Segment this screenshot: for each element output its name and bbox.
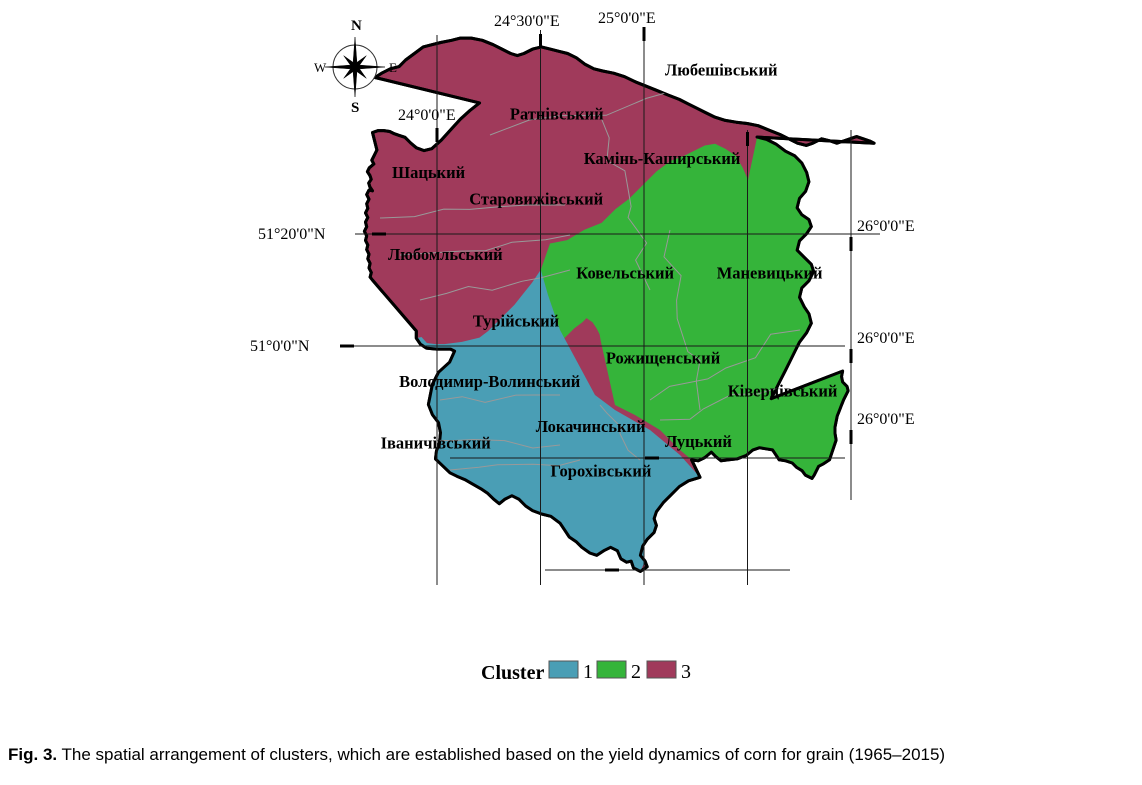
svg-text:26°0'0"E: 26°0'0"E [857,218,915,235]
svg-text:24°30'0"E: 24°30'0"E [494,13,560,30]
svg-text:Любомльський: Любомльський [388,245,503,264]
svg-text:Локачинський: Локачинський [536,417,646,436]
svg-text:Горохівський: Горохівський [551,461,652,480]
svg-text:3: 3 [681,661,691,683]
svg-text:24°0'0"E: 24°0'0"E [398,107,456,124]
svg-text:Ковельський: Ковельський [576,264,674,283]
svg-text:Володимир-Волинський: Володимир-Волинський [399,372,581,391]
svg-text:N: N [351,18,362,34]
svg-text:2: 2 [631,661,641,683]
svg-text:Луцький: Луцький [665,432,732,451]
svg-text:26°0'0"E: 26°0'0"E [857,330,915,347]
svg-text:Старовижівський: Старовижівський [469,190,603,209]
svg-text:W: W [314,60,327,75]
svg-text:Маневицький: Маневицький [717,264,823,283]
svg-text:S: S [351,100,359,116]
svg-text:Шацький: Шацький [392,163,466,182]
svg-text:26°0'0"E: 26°0'0"E [857,411,915,428]
svg-text:25°0'0"E: 25°0'0"E [598,10,656,27]
svg-text:Іваничівський: Іваничівський [381,433,492,452]
svg-text:Cluster: Cluster [481,662,544,684]
svg-text:Рожищенський: Рожищенський [606,348,721,367]
svg-text:E: E [389,60,397,75]
svg-text:51°0'0"N: 51°0'0"N [250,338,310,355]
svg-text:Fig. 3. The spatial arrangemen: Fig. 3. The spatial arrangement of clust… [8,745,945,764]
svg-text:1: 1 [583,661,593,683]
svg-text:Любешівський: Любешівський [665,60,778,79]
svg-text:Ратнівський: Ратнівський [510,105,604,124]
svg-text:Ківерцівський: Ківерцівський [728,382,838,401]
svg-text:Турійський: Турійський [473,312,560,331]
svg-text:51°20'0"N: 51°20'0"N [258,226,326,243]
svg-text:Камінь-Каширський: Камінь-Каширський [584,149,741,168]
